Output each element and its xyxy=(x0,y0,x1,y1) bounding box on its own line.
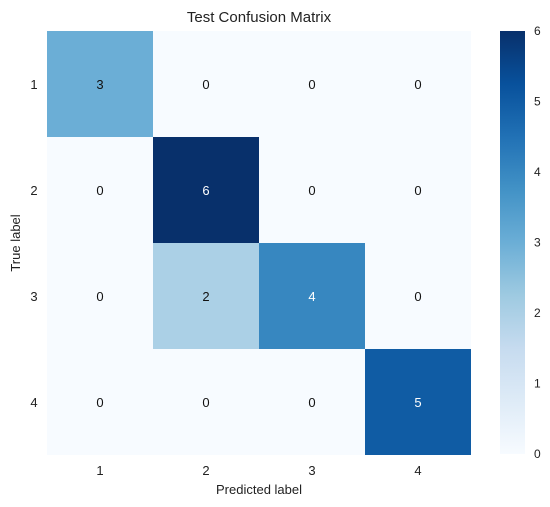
heatmap-cell-value: 5 xyxy=(414,395,421,410)
colorbar-tick-label: 0 xyxy=(534,447,541,461)
colorbar-tick-labels: 0 1 2 3 4 5 6 xyxy=(534,24,541,461)
heatmap-cell-value: 0 xyxy=(308,395,315,410)
heatmap-cell xyxy=(47,137,153,243)
heatmap-cell xyxy=(259,349,365,455)
colorbar-tick-label: 6 xyxy=(534,24,541,38)
heatmap-cell xyxy=(365,243,471,349)
heatmap-cell-value: 0 xyxy=(308,77,315,92)
colorbar-tick-label: 5 xyxy=(534,95,541,109)
heatmap-cell-value: 0 xyxy=(202,77,209,92)
heatmap-cell-value: 6 xyxy=(202,183,209,198)
x-tick-label: 1 xyxy=(96,463,103,478)
heatmap-cell-value: 0 xyxy=(414,77,421,92)
heatmap-cell-value: 0 xyxy=(96,183,103,198)
heatmap-cell-value: 0 xyxy=(202,395,209,410)
heatmap-cell-value: 0 xyxy=(414,289,421,304)
x-tick-labels: 1 2 3 4 xyxy=(96,463,421,478)
heatmap-cell xyxy=(47,243,153,349)
chart-title: Test Confusion Matrix xyxy=(187,9,332,26)
x-axis-label: Predicted label xyxy=(216,482,302,497)
heatmap-cell-value: 0 xyxy=(96,395,103,410)
y-tick-label: 2 xyxy=(30,183,37,198)
y-tick-label: 3 xyxy=(30,289,37,304)
heatmap-cell xyxy=(153,243,259,349)
y-tick-label: 4 xyxy=(30,395,37,410)
heatmap-cells xyxy=(47,31,471,455)
colorbar-tick-label: 1 xyxy=(534,377,541,391)
heatmap-cell xyxy=(47,31,153,137)
heatmap-cell xyxy=(47,349,153,455)
heatmap-cell xyxy=(259,243,365,349)
colorbar-tick-label: 4 xyxy=(534,165,541,179)
heatmap-cell-value: 0 xyxy=(308,183,315,198)
colorbar-tick-label: 3 xyxy=(534,236,541,250)
heatmap-cell-value: 0 xyxy=(414,183,421,198)
heatmap-cell-value: 0 xyxy=(96,289,103,304)
heatmap-cell xyxy=(259,31,365,137)
heatmap-cell-labels: 3 0 0 0 0 6 0 0 0 2 4 0 0 0 0 5 xyxy=(96,77,421,410)
colorbar-tick-label: 2 xyxy=(534,306,541,320)
heatmap-cell xyxy=(365,137,471,243)
heatmap-cell-value: 3 xyxy=(96,77,103,92)
heatmap-cell-value: 2 xyxy=(202,289,209,304)
x-tick-label: 2 xyxy=(202,463,209,478)
heatmap-cell xyxy=(259,137,365,243)
x-tick-label: 3 xyxy=(308,463,315,478)
heatmap-cell xyxy=(365,349,471,455)
y-tick-labels: 1 2 3 4 xyxy=(30,77,37,410)
y-tick-label: 1 xyxy=(30,77,37,92)
heatmap-cell xyxy=(365,31,471,137)
heatmap-cell xyxy=(153,137,259,243)
heatmap-cell xyxy=(153,349,259,455)
heatmap-cell-value: 4 xyxy=(308,289,315,304)
y-axis-label: True label xyxy=(8,214,23,271)
x-tick-label: 4 xyxy=(414,463,421,478)
heatmap-cell xyxy=(153,31,259,137)
colorbar xyxy=(500,31,525,454)
